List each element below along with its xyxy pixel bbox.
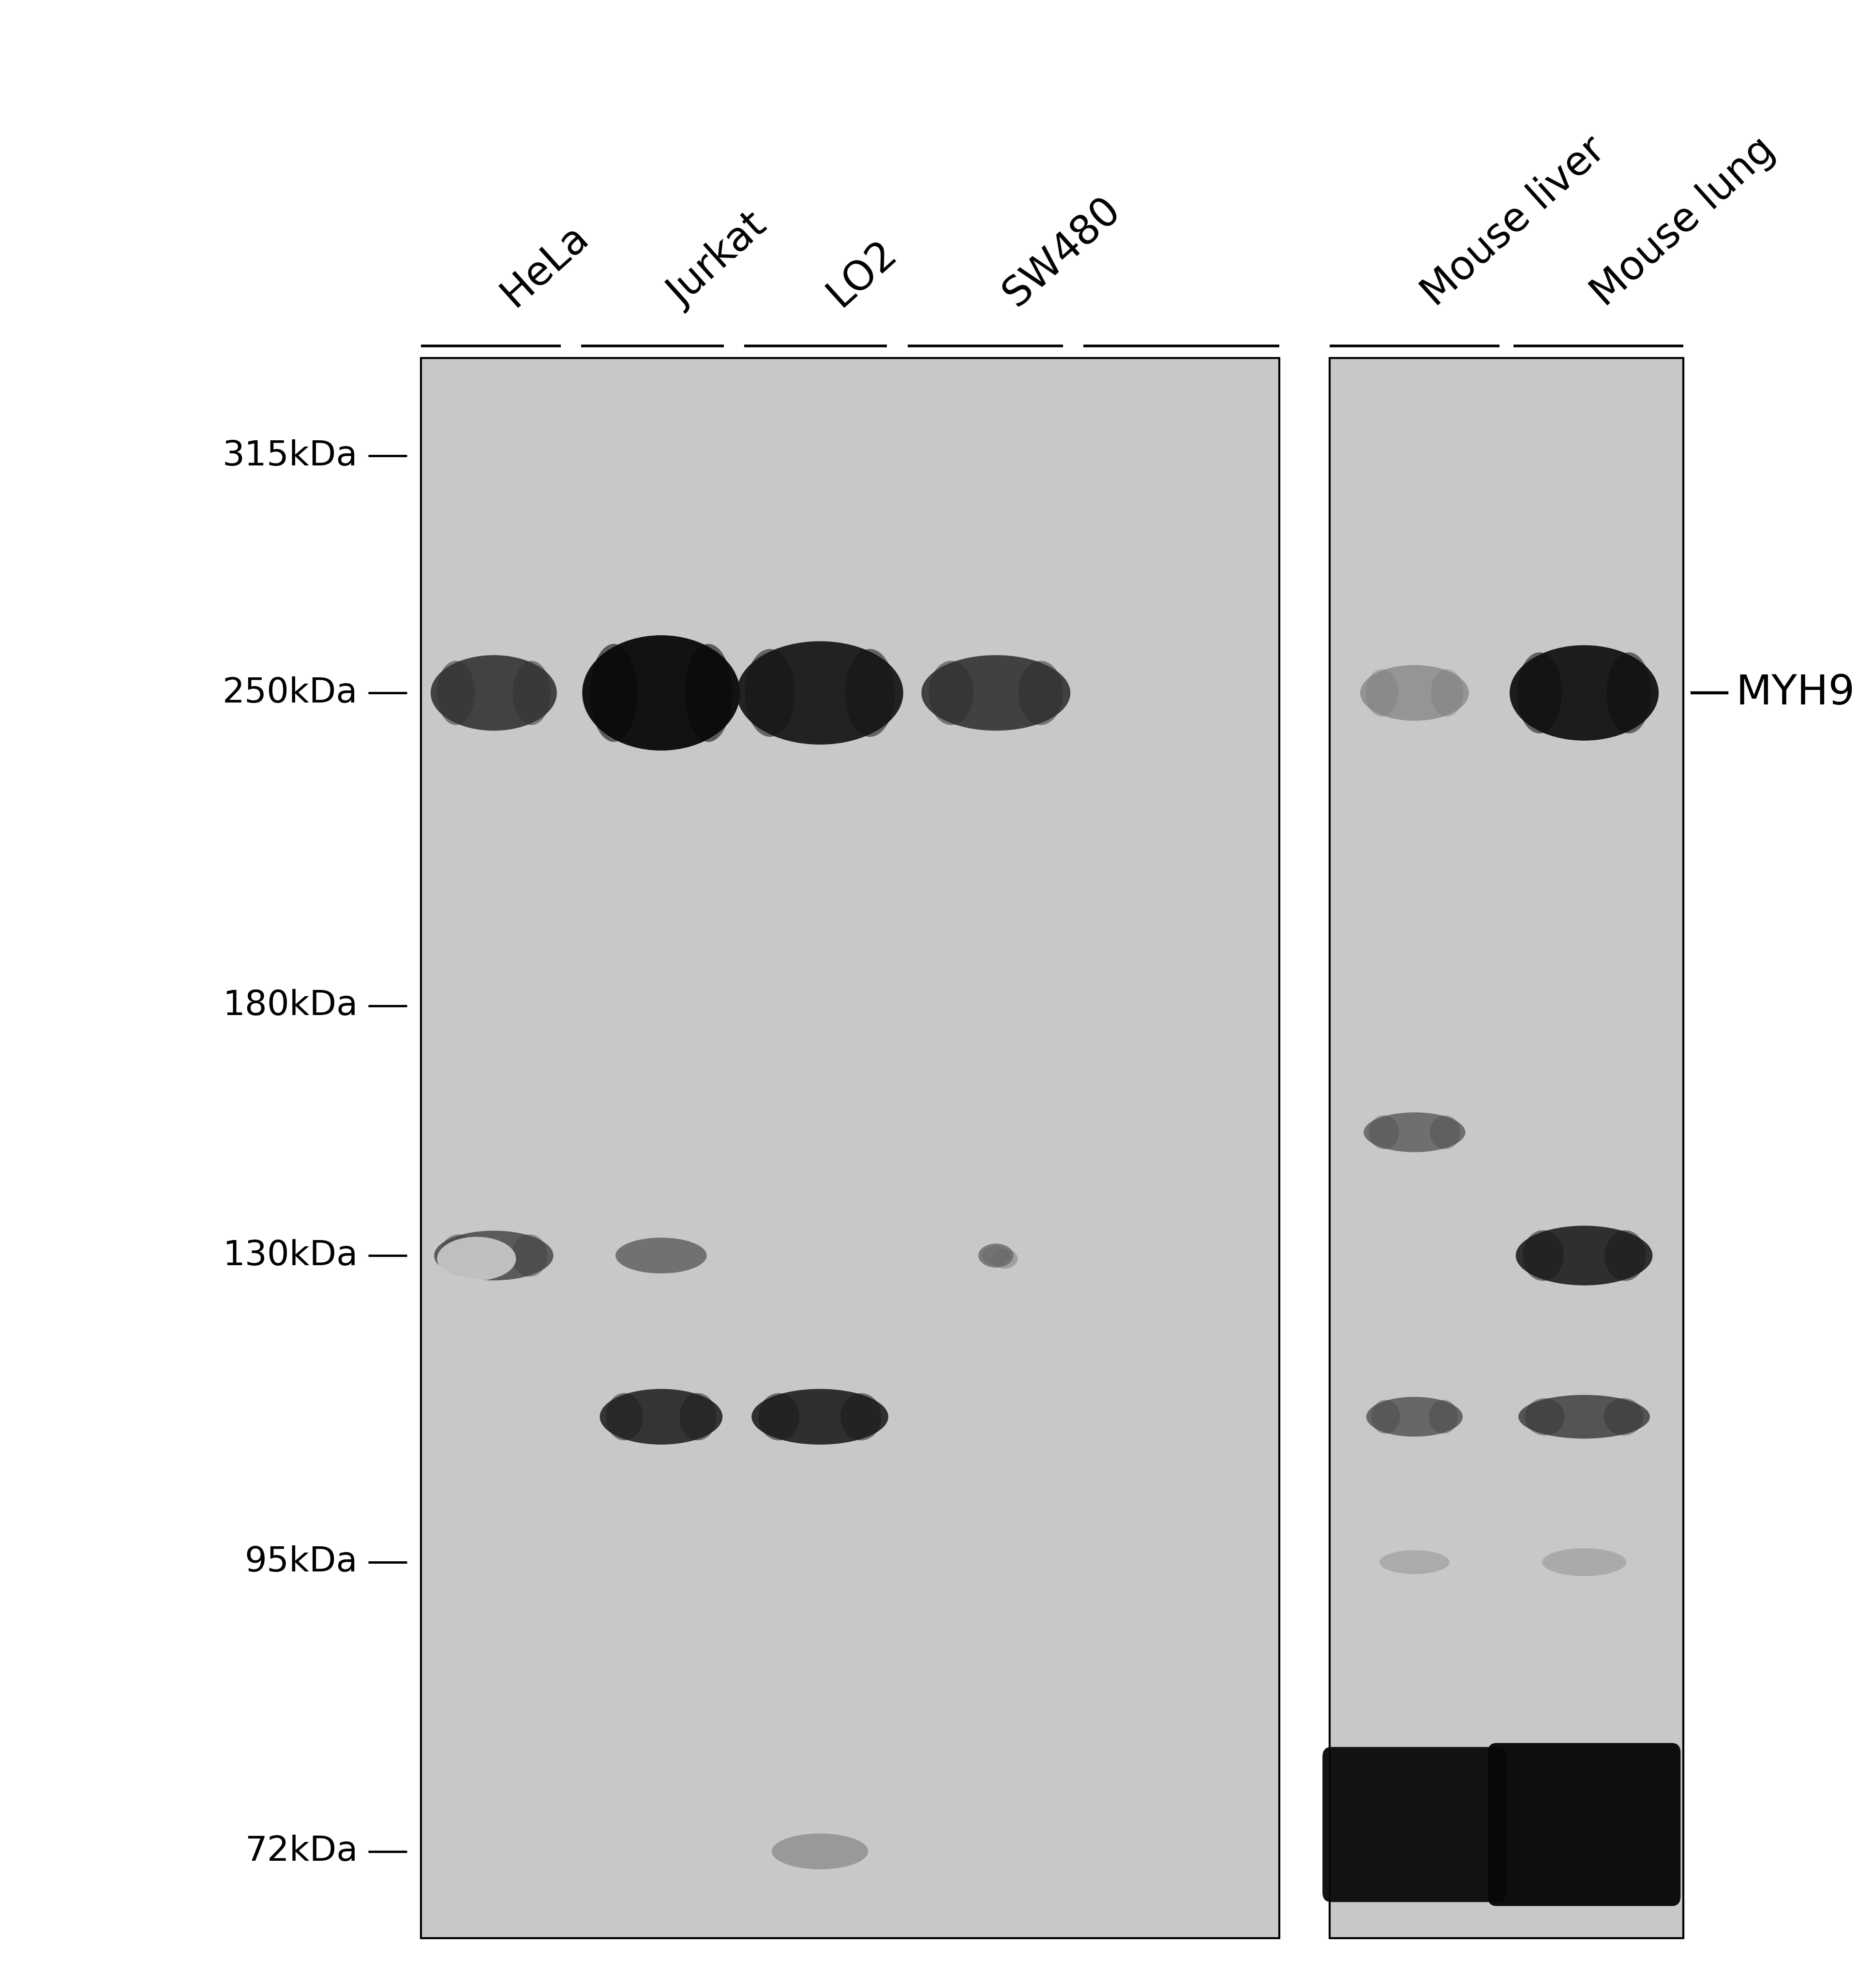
Text: 72kDa: 72kDa — [245, 1835, 357, 1869]
Ellipse shape — [1431, 670, 1464, 716]
Ellipse shape — [992, 1248, 1018, 1268]
Ellipse shape — [1605, 1231, 1646, 1280]
Ellipse shape — [1522, 1231, 1564, 1280]
Ellipse shape — [1379, 1551, 1449, 1574]
Text: Mouse liver: Mouse liver — [1414, 129, 1613, 314]
Ellipse shape — [435, 1231, 554, 1280]
Ellipse shape — [845, 648, 896, 738]
Ellipse shape — [758, 1394, 799, 1441]
Ellipse shape — [1511, 646, 1659, 742]
Ellipse shape — [1369, 1115, 1399, 1149]
Ellipse shape — [437, 660, 476, 726]
Ellipse shape — [1516, 1227, 1652, 1286]
Ellipse shape — [513, 660, 550, 726]
Text: 180kDa: 180kDa — [223, 990, 357, 1022]
Ellipse shape — [1366, 1398, 1462, 1437]
Ellipse shape — [771, 1833, 868, 1869]
Ellipse shape — [582, 636, 739, 751]
Ellipse shape — [1366, 670, 1399, 716]
Ellipse shape — [922, 656, 1070, 732]
Ellipse shape — [840, 1394, 881, 1441]
Text: LO2: LO2 — [819, 233, 905, 314]
FancyBboxPatch shape — [1488, 1743, 1681, 1906]
Text: Jurkat: Jurkat — [661, 207, 775, 314]
Ellipse shape — [606, 1394, 643, 1441]
Bar — [1330, 358, 1683, 1938]
Ellipse shape — [736, 642, 903, 746]
Text: SW480: SW480 — [996, 189, 1128, 314]
Ellipse shape — [1018, 660, 1063, 726]
Ellipse shape — [615, 1239, 706, 1274]
Ellipse shape — [1431, 1115, 1460, 1149]
Ellipse shape — [1603, 1398, 1642, 1435]
Ellipse shape — [440, 1235, 476, 1276]
Ellipse shape — [1360, 666, 1470, 722]
Text: HeLa: HeLa — [494, 217, 596, 314]
Ellipse shape — [1607, 652, 1652, 734]
Ellipse shape — [751, 1390, 888, 1445]
Ellipse shape — [686, 644, 732, 742]
Text: 250kDa: 250kDa — [223, 676, 357, 710]
Ellipse shape — [1542, 1549, 1626, 1576]
Ellipse shape — [1518, 1396, 1650, 1439]
Bar — [420, 358, 1278, 1938]
Ellipse shape — [929, 660, 974, 726]
Text: MYH9: MYH9 — [1735, 672, 1854, 714]
Ellipse shape — [511, 1235, 548, 1276]
Text: 95kDa: 95kDa — [245, 1545, 357, 1578]
Ellipse shape — [979, 1244, 1013, 1268]
Ellipse shape — [591, 644, 637, 742]
Ellipse shape — [981, 1246, 1011, 1266]
Text: 315kDa: 315kDa — [223, 439, 357, 473]
Ellipse shape — [437, 1237, 517, 1280]
Ellipse shape — [745, 648, 795, 738]
Ellipse shape — [600, 1390, 723, 1445]
Ellipse shape — [431, 656, 557, 732]
FancyBboxPatch shape — [1323, 1747, 1507, 1903]
Ellipse shape — [979, 1244, 1013, 1268]
Text: 130kDa: 130kDa — [223, 1239, 357, 1272]
Ellipse shape — [680, 1394, 717, 1441]
Ellipse shape — [1371, 1400, 1401, 1433]
Ellipse shape — [1518, 652, 1563, 734]
Ellipse shape — [1525, 1398, 1564, 1435]
Ellipse shape — [1364, 1113, 1466, 1153]
Text: Mouse lung: Mouse lung — [1585, 129, 1784, 314]
Ellipse shape — [1429, 1400, 1459, 1433]
